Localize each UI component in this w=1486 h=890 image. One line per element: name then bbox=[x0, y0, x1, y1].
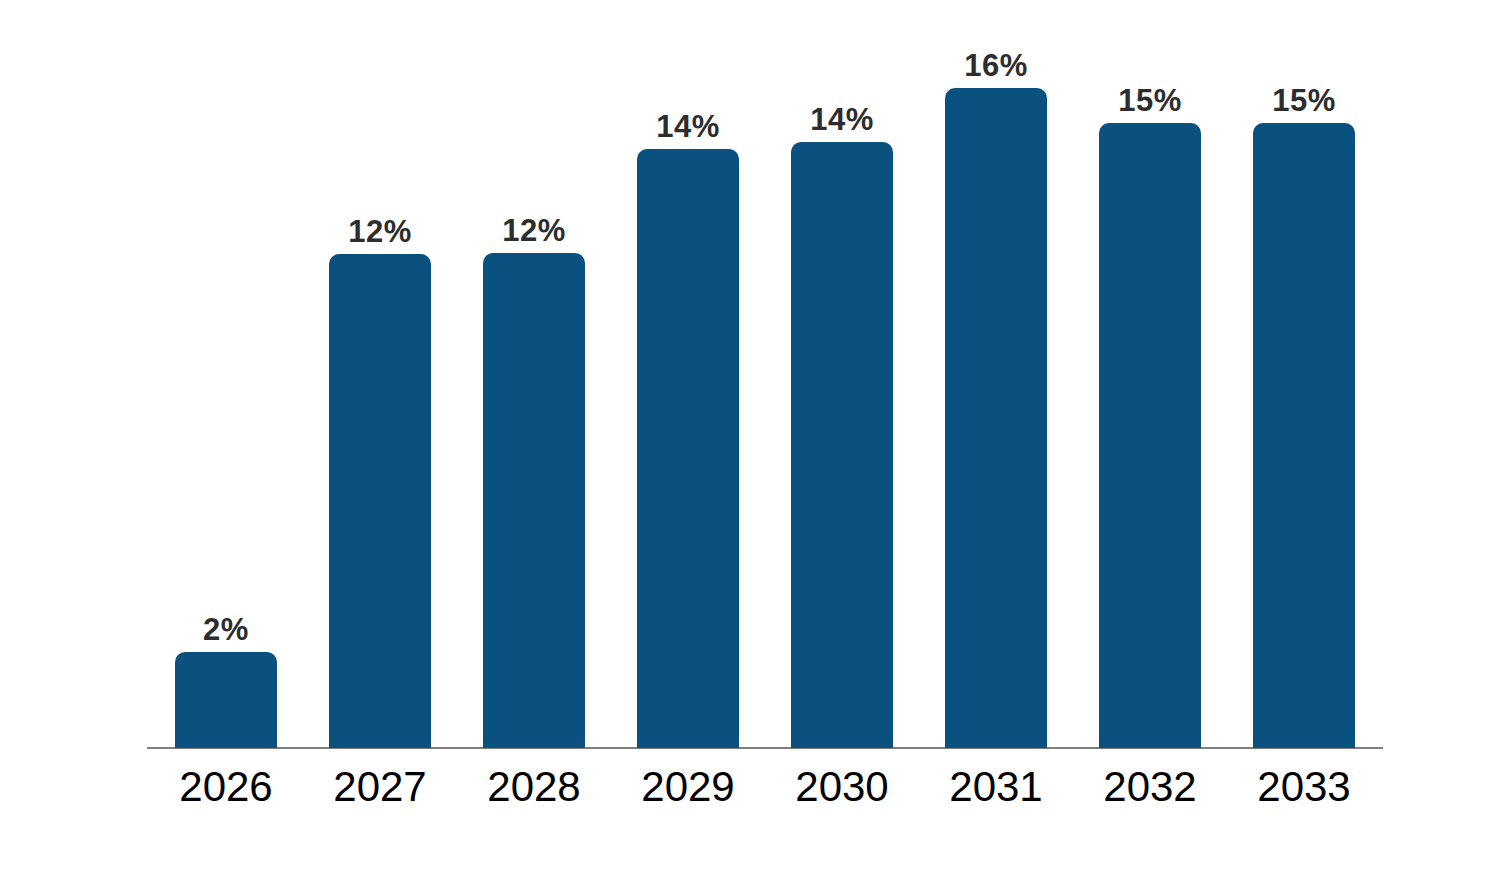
x-tick-label: 2027 bbox=[295, 766, 465, 808]
bar-2030 bbox=[791, 142, 893, 748]
x-tick-label: 2030 bbox=[757, 766, 927, 808]
bar-2026 bbox=[175, 652, 277, 748]
bar-value-label: 16% bbox=[911, 50, 1081, 81]
x-tick-label: 2029 bbox=[603, 766, 773, 808]
bar-value-label: 12% bbox=[449, 215, 619, 246]
bar-value-label: 2% bbox=[141, 614, 311, 645]
bar-value-label: 14% bbox=[757, 104, 927, 135]
x-tick-label: 2031 bbox=[911, 766, 1081, 808]
x-tick-label: 2026 bbox=[141, 766, 311, 808]
bar-2029 bbox=[637, 149, 739, 748]
bars-layer: 2% 2026 12% 2027 12% 2028 14% 2029 14% 2030 16% 203… bbox=[0, 0, 1486, 890]
bar-2027 bbox=[329, 254, 431, 748]
x-tick-label: 2032 bbox=[1065, 766, 1235, 808]
bar-2028 bbox=[483, 253, 585, 748]
bar-2031 bbox=[945, 88, 1047, 748]
bar-value-label: 15% bbox=[1065, 85, 1235, 116]
x-tick-label: 2033 bbox=[1219, 766, 1389, 808]
x-tick-label: 2028 bbox=[449, 766, 619, 808]
bar-value-label: 12% bbox=[295, 216, 465, 247]
bar-value-label: 15% bbox=[1219, 85, 1389, 116]
bar-chart: 2% 2026 12% 2027 12% 2028 14% 2029 14% 2030 16% 203… bbox=[0, 0, 1486, 890]
bar-2032 bbox=[1099, 123, 1201, 748]
bar-value-label: 14% bbox=[603, 111, 773, 142]
bar-2033 bbox=[1253, 123, 1355, 748]
